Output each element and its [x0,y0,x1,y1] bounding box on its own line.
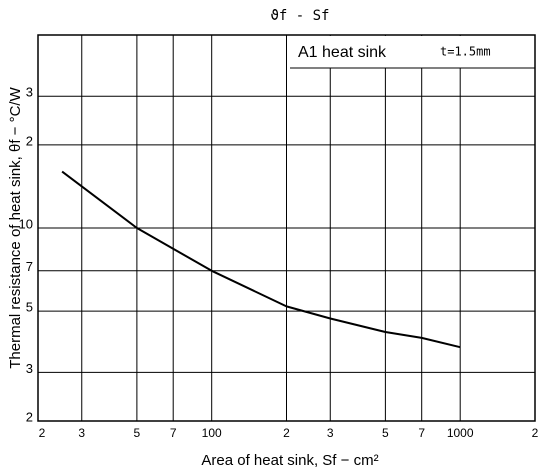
curve [61,170,461,349]
annotation: A1 heat sink [298,44,387,61]
y-tick-label: 3 [26,85,33,100]
x-tick-label: 5 [382,426,389,440]
x-axis-label: Area of heat sink, Sf − cm² [201,452,378,469]
x-tick-label: 3 [78,426,85,440]
y-axis-label: Thermal resistance of heat sink, θf − °C… [7,86,24,368]
x-tick-label: 100 [202,426,222,440]
x-tick-label: 5 [134,426,141,440]
x-tick-label: 7 [170,426,177,440]
y-tick-label: 5 [26,300,33,315]
x-tick-label: 1000 [447,426,474,440]
y-tick-label: 3 [26,361,33,376]
chart-title: ϑf - Sf [270,8,329,24]
annotation: t=1.5mm [440,45,491,59]
x-tick-label: 2 [39,426,46,440]
annotation-box [290,36,534,68]
y-tick-label: 2 [26,409,33,424]
y-tick-label: 2 [26,133,33,148]
y-tick-label: 7 [26,259,33,274]
x-tick-label: 7 [418,426,425,440]
x-tick-label: 2 [532,426,538,440]
x-tick-label: 3 [327,426,334,440]
y-tick-label: 10 [19,216,33,231]
plot-frame [37,34,536,422]
x-tick-label: 2 [283,426,290,440]
